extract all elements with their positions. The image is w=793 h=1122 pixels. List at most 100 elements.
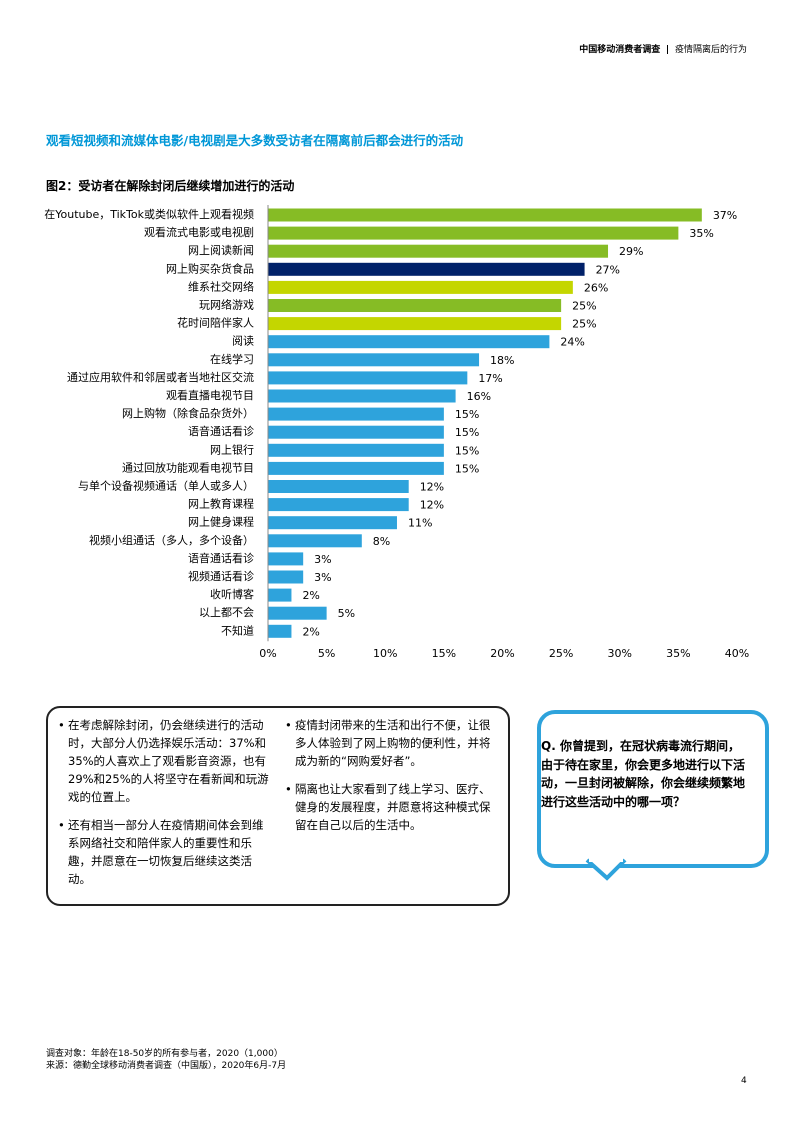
value-label: 12% — [420, 481, 444, 494]
value-label: 3% — [314, 571, 331, 584]
category-label: 网上健身课程 — [188, 515, 254, 529]
bar — [268, 335, 550, 349]
x-tick-label: 0% — [259, 647, 276, 660]
note-bullet: 疫情封闭带来的生活和出行不便，让很多人体验到了网上购物的便利性，并将成为新的“网… — [285, 716, 495, 770]
value-label: 24% — [560, 336, 584, 349]
notes-left: 在考虑解除封闭，仍会继续进行的活动时，大部分人仍选择娱乐活动：37%和35%的人… — [58, 716, 273, 898]
bubble-tail — [585, 858, 627, 881]
category-label: 网上购买杂货食品 — [166, 261, 254, 275]
category-label: 玩网络游戏 — [199, 298, 254, 312]
value-label: 15% — [455, 426, 479, 439]
category-label: 阅读 — [232, 334, 254, 348]
bar — [268, 606, 327, 620]
bar — [268, 498, 409, 512]
value-label: 8% — [373, 535, 390, 548]
footnote: 调查对象：年龄在18-50岁的所有参与者，2020（1,000） — [46, 1049, 283, 1059]
bar — [268, 280, 573, 294]
chart: 在Youtube，TikTok或类似软件上观看视频 37% 观看流式电影或电视剧 35… — [44, 205, 749, 660]
category-label: 网上阅读新闻 — [188, 243, 254, 257]
value-label: 15% — [455, 408, 479, 421]
category-label: 语音通话看诊 — [188, 424, 254, 438]
bar — [268, 244, 609, 258]
category-label: 收听博客 — [210, 587, 254, 601]
note-bullet: 在考虑解除封闭，仍会继续进行的活动时，大部分人仍选择娱乐活动：37%和35%的人… — [58, 716, 273, 806]
category-label: 网上银行 — [210, 442, 254, 456]
value-label: 15% — [455, 462, 479, 475]
category-label: 通过回放功能观看电视节目 — [122, 460, 254, 474]
question-bubble — [537, 710, 769, 868]
header: 中国移动消费者调查 疫情隔离后的行为 — [579, 42, 747, 55]
category-label: 网上购物（除食品杂货外） — [122, 406, 254, 420]
bar — [268, 389, 456, 403]
bar — [268, 461, 444, 475]
value-label: 25% — [572, 300, 596, 313]
x-tick-label: 10% — [373, 647, 397, 660]
bar — [268, 552, 304, 566]
category-label: 花时间陪伴家人 — [177, 316, 254, 330]
footnote: 来源：德勤全球移动消费者调查（中国版），2020年6月-7月 — [46, 1061, 287, 1071]
x-tick-label: 5% — [318, 647, 335, 660]
bar — [268, 317, 562, 331]
value-label: 15% — [455, 444, 479, 457]
bar — [268, 425, 444, 439]
category-label: 在Youtube，TikTok或类似软件上观看视频 — [44, 207, 254, 221]
value-label: 2% — [302, 589, 319, 602]
category-label: 观看流式电影或电视剧 — [144, 225, 254, 239]
value-label: 37% — [713, 209, 737, 222]
category-label: 通过应用软件和邻居或者当地社区交流 — [67, 370, 254, 384]
value-label: 12% — [420, 499, 444, 512]
x-tick-label: 20% — [490, 647, 514, 660]
x-tick-label: 30% — [608, 647, 632, 660]
category-label: 视频小组通话（多人，多个设备） — [89, 533, 254, 547]
value-label: 2% — [302, 625, 319, 638]
chart-title: 图2：受访者在解除封闭后继续增加进行的活动 — [46, 179, 295, 193]
x-tick-label: 35% — [666, 647, 690, 660]
bar — [268, 407, 444, 421]
value-label: 27% — [596, 263, 620, 276]
bar — [268, 371, 468, 385]
bar — [268, 262, 585, 276]
category-label: 维系社交网络 — [188, 279, 254, 293]
header-left: 中国移动消费者调查 — [579, 45, 661, 55]
value-label: 35% — [689, 227, 713, 240]
question: Q. 你曾提到，在冠状病毒流行期间，由于待在家里，你会更多地进行以下活动，一旦封… — [541, 739, 746, 809]
category-label: 网上教育课程 — [188, 497, 254, 511]
separator — [667, 45, 669, 54]
value-label: 17% — [478, 372, 502, 385]
x-tick-label: 40% — [725, 647, 749, 660]
value-label: 5% — [338, 607, 355, 620]
category-label: 与单个设备视频通话（单人或多人） — [78, 479, 254, 493]
bar — [268, 226, 679, 240]
bar — [268, 480, 409, 493]
category-label: 观看直播电视节目 — [166, 388, 254, 402]
bar — [268, 624, 292, 638]
note-bullet: 隔离也让大家看到了线上学习、医疗、健身的发展程度，并愿意将这种模式保留在自己以后… — [285, 780, 495, 834]
bar — [268, 353, 480, 367]
bar — [268, 443, 444, 457]
x-tick-label: 15% — [432, 647, 456, 660]
category-label: 在线学习 — [210, 352, 254, 366]
bar — [268, 570, 304, 584]
value-label: 18% — [490, 354, 514, 367]
category-label: 以上都不会 — [199, 606, 254, 619]
category-label: 视频通话看诊 — [188, 569, 254, 583]
headline: 观看短视频和流媒体电影/电视剧是大多数受访者在隔离前后都会进行的活动 — [46, 133, 464, 148]
bar — [268, 534, 362, 548]
value-label: 16% — [467, 390, 491, 403]
bar — [268, 516, 397, 530]
note-bullet: 还有相当一部分人在疫情期间体会到维系网络社交和陪伴家人的重要性和乐趣，并愿意在一… — [58, 816, 273, 888]
value-label: 3% — [314, 553, 331, 566]
notes-box — [46, 706, 510, 906]
value-label: 25% — [572, 318, 596, 331]
bar — [268, 208, 702, 222]
category-label: 不知道 — [221, 623, 254, 637]
bar — [268, 588, 292, 602]
value-label: 29% — [619, 245, 643, 258]
bar — [268, 299, 562, 312]
value-label: 26% — [584, 281, 608, 294]
page-number: 4 — [741, 1076, 747, 1086]
header-right: 疫情隔离后的行为 — [674, 45, 747, 55]
category-label: 语音通话看诊 — [188, 551, 254, 565]
notes-right: 疫情封闭带来的生活和出行不便，让很多人体验到了网上购物的便利性，并将成为新的“网… — [285, 716, 495, 844]
